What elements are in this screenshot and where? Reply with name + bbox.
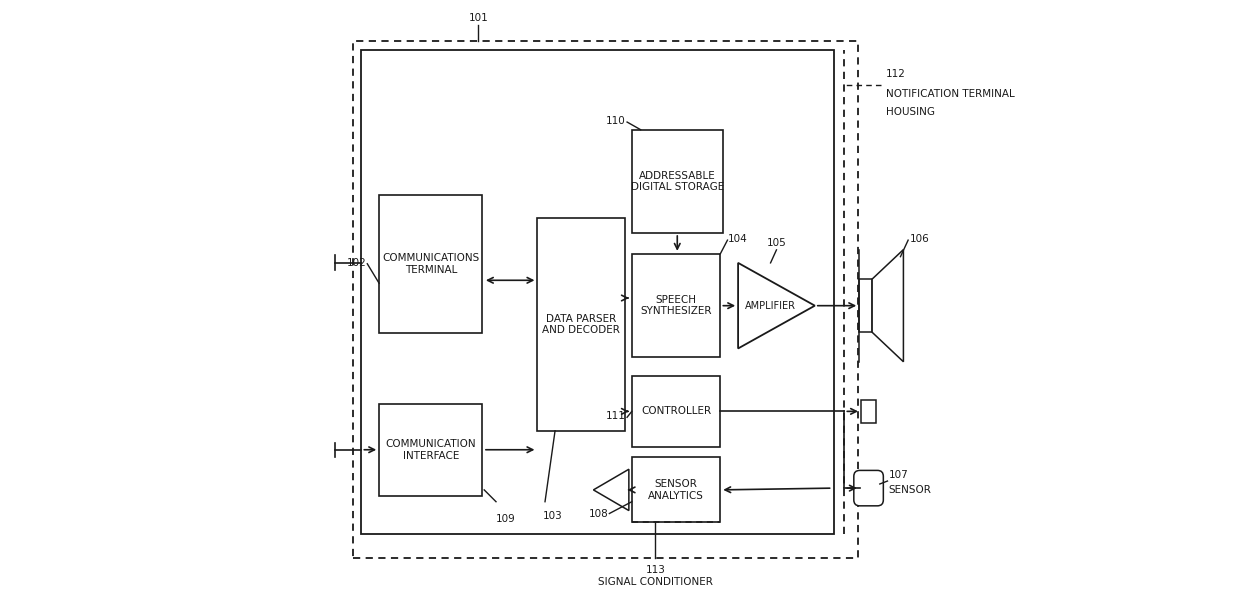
Text: HOUSING: HOUSING: [885, 107, 935, 117]
Polygon shape: [738, 263, 815, 349]
FancyBboxPatch shape: [861, 399, 877, 423]
Text: 106: 106: [909, 234, 929, 244]
Text: 102: 102: [346, 257, 366, 268]
FancyBboxPatch shape: [379, 404, 482, 496]
Text: SPEECH
SYNTHESIZER: SPEECH SYNTHESIZER: [640, 294, 712, 316]
Text: 111: 111: [606, 411, 626, 421]
Text: COMMUNICATIONS
TERMINAL: COMMUNICATIONS TERMINAL: [382, 253, 480, 275]
FancyBboxPatch shape: [361, 50, 833, 534]
Text: DATA PARSER
AND DECODER: DATA PARSER AND DECODER: [542, 313, 620, 336]
Text: SENSOR
ANALYTICS: SENSOR ANALYTICS: [649, 479, 704, 501]
Text: 110: 110: [606, 116, 626, 126]
Text: 104: 104: [728, 234, 748, 244]
FancyBboxPatch shape: [632, 376, 720, 447]
Text: 109: 109: [496, 514, 516, 523]
FancyBboxPatch shape: [859, 279, 872, 332]
Text: CONTROLLER: CONTROLLER: [641, 406, 712, 417]
FancyBboxPatch shape: [854, 470, 883, 506]
Text: 107: 107: [889, 470, 909, 480]
Polygon shape: [594, 469, 629, 511]
Text: SIGNAL CONDITIONER: SIGNAL CONDITIONER: [598, 577, 713, 586]
Text: 103: 103: [543, 511, 563, 520]
Text: 105: 105: [766, 238, 786, 248]
Text: 113: 113: [646, 565, 666, 575]
FancyBboxPatch shape: [537, 218, 625, 431]
Text: AMPLIFIER: AMPLIFIER: [745, 300, 796, 311]
Text: SENSOR: SENSOR: [889, 485, 931, 495]
Text: NOTIFICATION TERMINAL: NOTIFICATION TERMINAL: [885, 89, 1014, 100]
Text: 112: 112: [885, 69, 905, 79]
FancyBboxPatch shape: [632, 254, 720, 357]
Text: 101: 101: [469, 14, 489, 23]
Text: COMMUNICATION
INTERFACE: COMMUNICATION INTERFACE: [386, 439, 476, 461]
Polygon shape: [872, 250, 904, 362]
Text: ADDRESSABLE
DIGITAL STORAGE: ADDRESSABLE DIGITAL STORAGE: [631, 170, 724, 192]
Text: 108: 108: [589, 508, 608, 519]
FancyBboxPatch shape: [379, 195, 482, 333]
FancyBboxPatch shape: [632, 457, 720, 522]
FancyBboxPatch shape: [632, 130, 723, 233]
